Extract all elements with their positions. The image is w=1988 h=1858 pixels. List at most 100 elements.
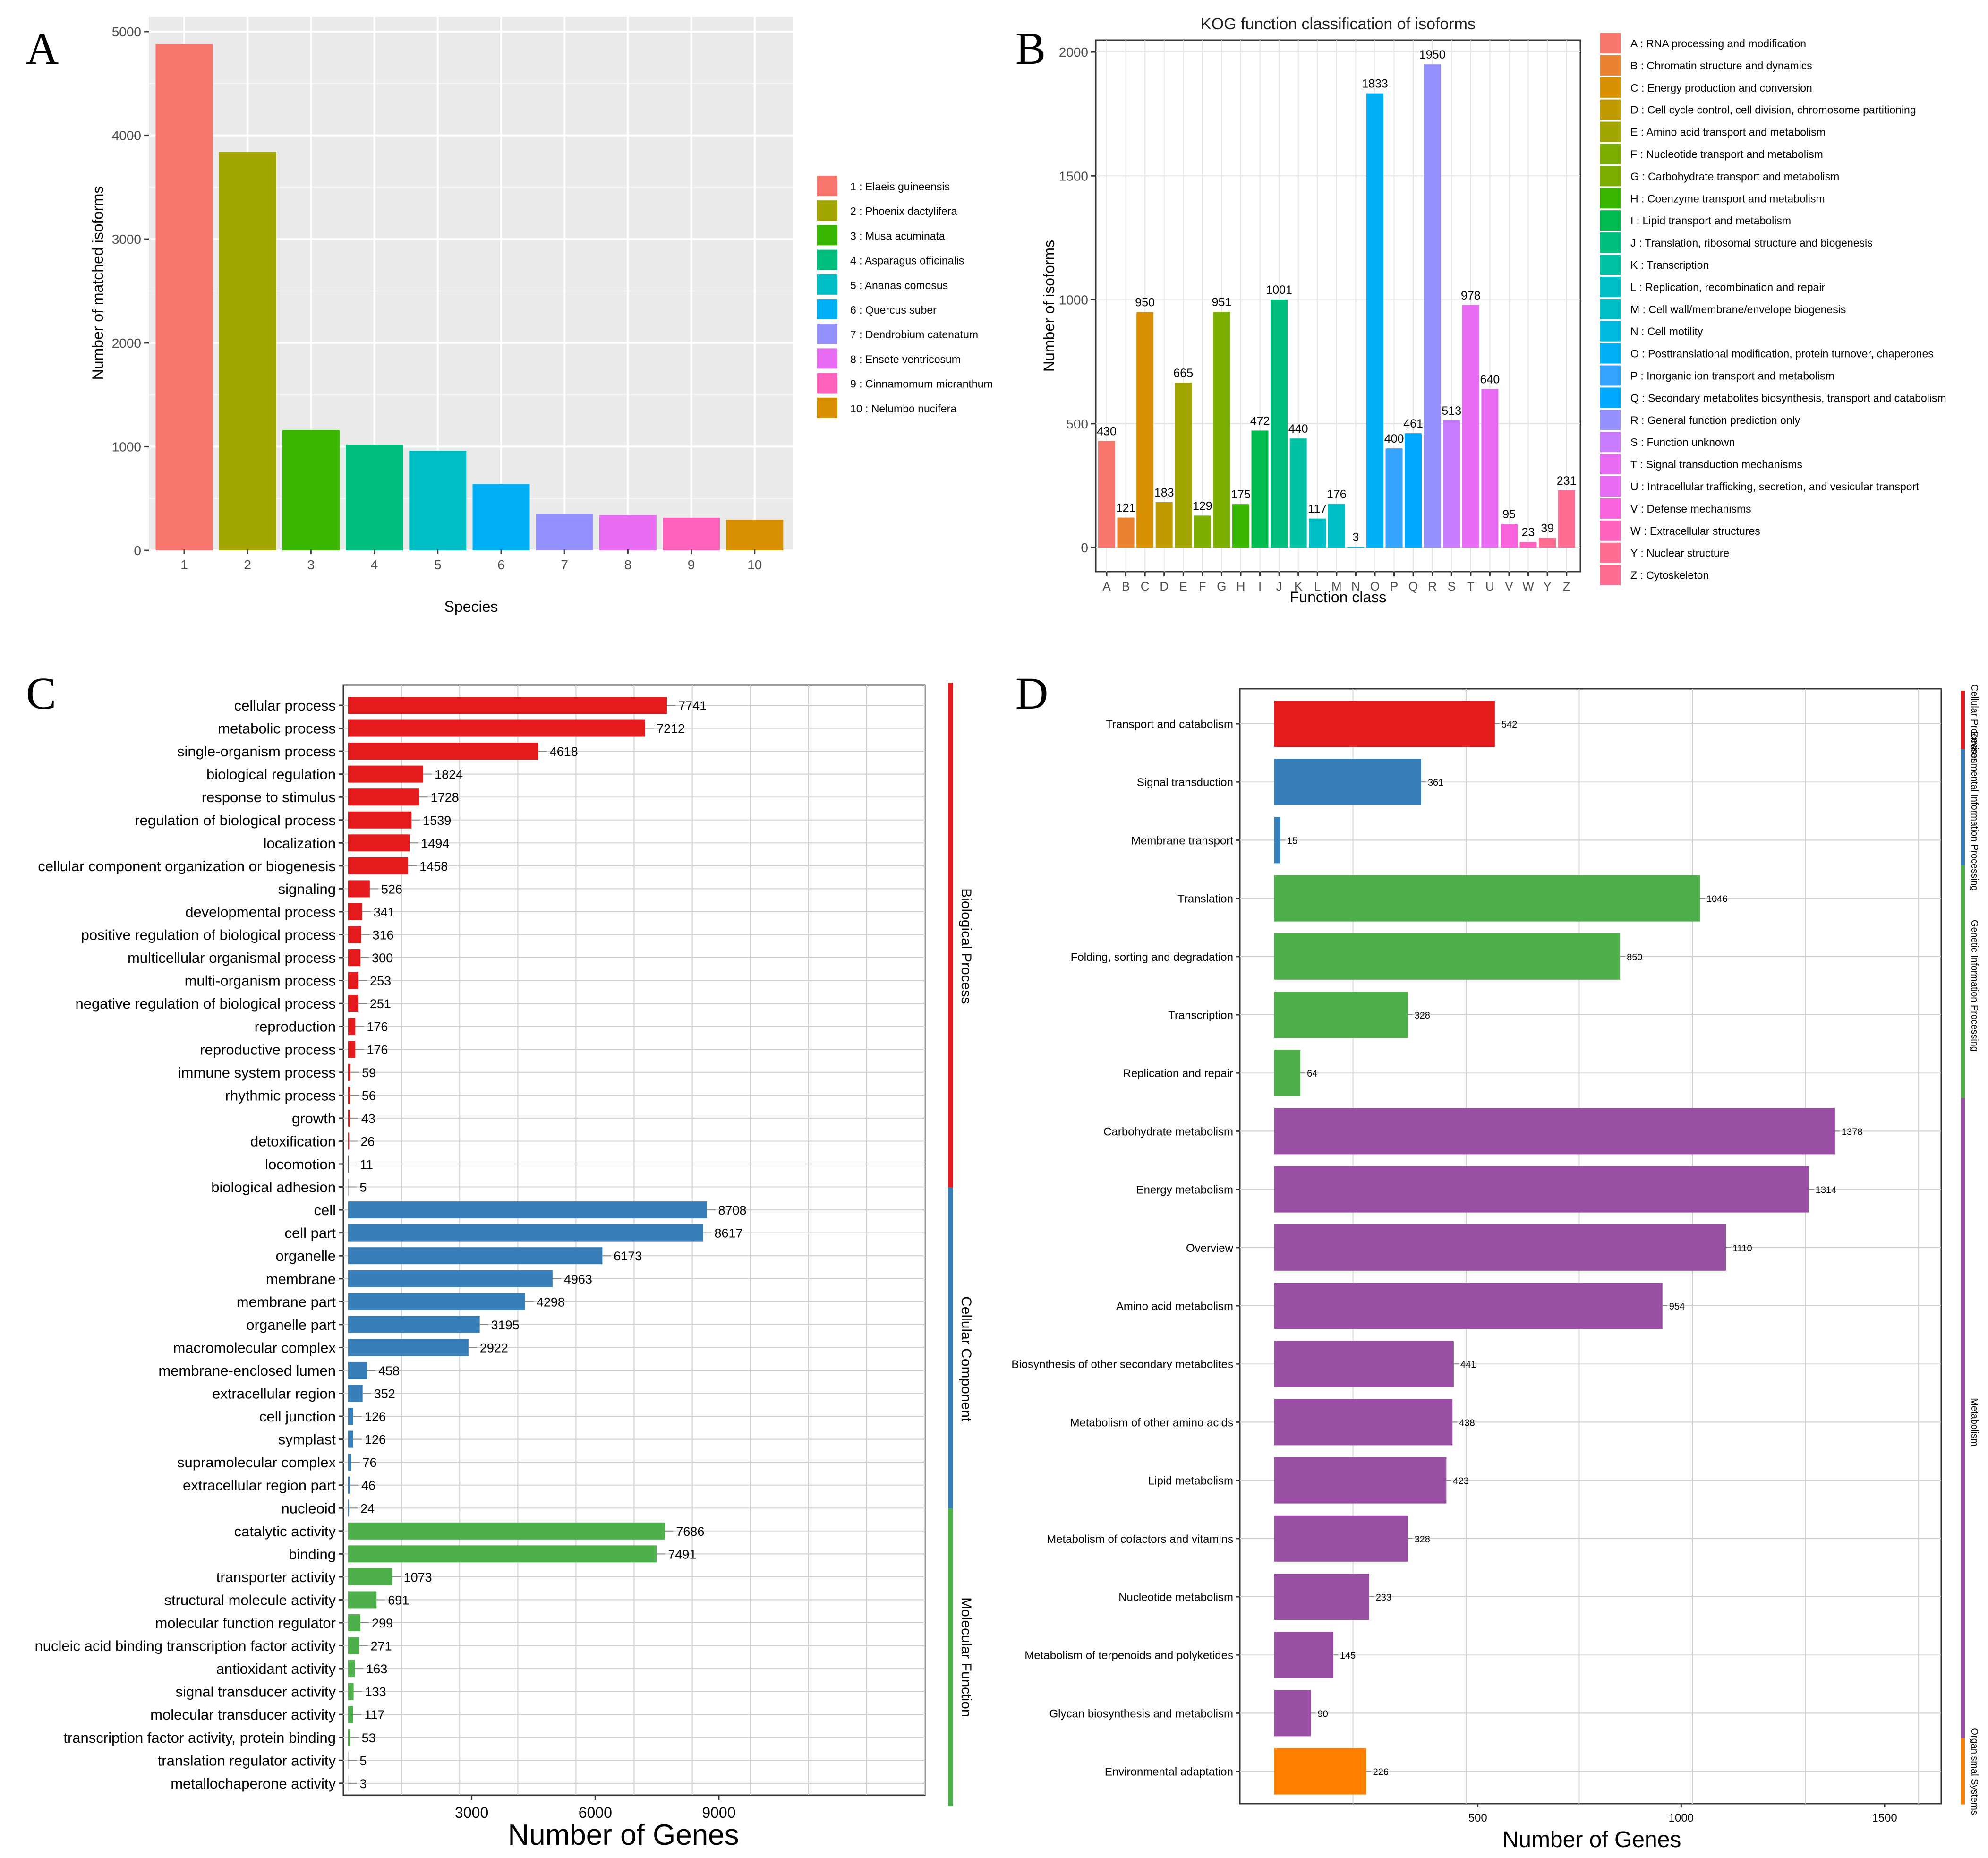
legend-swatch bbox=[1600, 255, 1621, 275]
data-label: 361 bbox=[1428, 778, 1443, 788]
bar bbox=[1213, 312, 1230, 548]
bar bbox=[1251, 430, 1269, 548]
data-label: 59 bbox=[362, 1066, 376, 1080]
y-axis-title: Number of matched isoforms bbox=[89, 186, 106, 380]
y-tick-label: Translation bbox=[1177, 893, 1233, 906]
group-label: Biological Process bbox=[958, 888, 974, 1004]
x-tick-label: K bbox=[1294, 579, 1303, 593]
y-tick-label: Overview bbox=[1186, 1242, 1234, 1255]
y-tick-label: binding bbox=[289, 1546, 336, 1562]
x-tick-label: 500 bbox=[1468, 1812, 1487, 1824]
data-label: 15 bbox=[1287, 836, 1297, 846]
data-label: 26 bbox=[360, 1134, 375, 1148]
y-tick-label: biological adhesion bbox=[211, 1179, 336, 1196]
data-label: 423 bbox=[1453, 1476, 1468, 1487]
x-tick-label: 6 bbox=[497, 557, 505, 572]
y-tick-label: Lipid metabolism bbox=[1148, 1475, 1233, 1488]
legend-label: E : Amino acid transport and metabolism bbox=[1630, 126, 1826, 138]
group-bar bbox=[948, 683, 953, 1210]
legend-swatch bbox=[817, 299, 837, 319]
legend-label: F : Nucleotide transport and metabolism bbox=[1630, 148, 1823, 161]
legend-swatch bbox=[817, 324, 837, 344]
legend-swatch bbox=[817, 397, 837, 418]
x-axis-title: Number of Genes bbox=[508, 1819, 739, 1851]
y-tick-label: 0 bbox=[134, 543, 141, 558]
data-label: 126 bbox=[365, 1410, 386, 1424]
legend-swatch bbox=[1600, 520, 1621, 541]
data-label: 1950 bbox=[1419, 48, 1446, 61]
y-tick-label: Glycan biosynthesis and metabolism bbox=[1049, 1707, 1233, 1720]
bar bbox=[348, 1408, 353, 1425]
legend-swatch bbox=[1600, 321, 1621, 342]
group-label: Genetic Information Processing bbox=[1969, 920, 1979, 1052]
bar bbox=[1519, 541, 1537, 548]
legend-swatch bbox=[1600, 276, 1621, 297]
data-label: 461 bbox=[1403, 417, 1423, 430]
legend-label: H : Coenzyme transport and metabolism bbox=[1630, 192, 1825, 205]
x-tick-label: Q bbox=[1408, 579, 1418, 593]
bar bbox=[1274, 1399, 1453, 1446]
group-label: Metabolism bbox=[1969, 1398, 1979, 1446]
bar bbox=[348, 1087, 350, 1104]
y-tick-label: metabolic process bbox=[218, 720, 336, 737]
bar bbox=[348, 1339, 469, 1356]
bar bbox=[1274, 1632, 1333, 1678]
legend-label: R : General function prediction only bbox=[1630, 414, 1800, 426]
bar bbox=[348, 834, 410, 852]
legend-swatch bbox=[817, 274, 837, 295]
legend-label: O : Posttranslational modification, prot… bbox=[1630, 348, 1934, 360]
bar bbox=[1098, 441, 1115, 548]
y-tick-label: Energy metabolism bbox=[1136, 1184, 1233, 1197]
y-tick-label: developmental process bbox=[185, 904, 336, 920]
data-label: 56 bbox=[362, 1088, 376, 1103]
legend-swatch bbox=[1600, 210, 1621, 231]
data-label: 1110 bbox=[1732, 1243, 1752, 1254]
data-label: 951 bbox=[1212, 296, 1232, 309]
data-label: 145 bbox=[1340, 1651, 1356, 1661]
legend-swatch bbox=[1600, 365, 1621, 386]
group-label: Organismal Systems bbox=[1969, 1728, 1979, 1815]
y-tick-label: 5000 bbox=[112, 25, 141, 39]
y-tick-label: growth bbox=[292, 1110, 336, 1127]
data-label: 1494 bbox=[421, 836, 449, 850]
legend-label: M : Cell wall/membrane/envelope biogenes… bbox=[1630, 303, 1846, 316]
legend-swatch bbox=[1600, 542, 1621, 563]
y-tick-label: Transcription bbox=[1168, 1009, 1233, 1022]
data-label: 299 bbox=[372, 1616, 393, 1630]
y-tick-label: rhythmic process bbox=[225, 1087, 336, 1104]
bar bbox=[348, 788, 419, 806]
group-label: Environmental Information Processing bbox=[1969, 731, 1979, 891]
bar bbox=[726, 520, 784, 550]
data-label: 4618 bbox=[550, 745, 578, 759]
x-tick-label: B bbox=[1122, 579, 1130, 593]
legend-label: Y : Nuclear structure bbox=[1630, 547, 1729, 559]
data-label: 11 bbox=[360, 1157, 373, 1172]
bar bbox=[348, 697, 667, 714]
bar bbox=[1347, 547, 1365, 548]
data-label: 226 bbox=[1373, 1767, 1389, 1778]
bar bbox=[155, 44, 213, 550]
y-tick-label: 4000 bbox=[112, 128, 141, 143]
data-label: 3195 bbox=[491, 1318, 520, 1332]
bar bbox=[1274, 701, 1495, 747]
bar bbox=[348, 1063, 351, 1081]
data-label: 4298 bbox=[537, 1295, 565, 1309]
x-tick-label: 1500 bbox=[1872, 1812, 1897, 1824]
y-tick-label: 1000 bbox=[1059, 293, 1088, 308]
y-tick-label: cell junction bbox=[259, 1408, 336, 1425]
legend-swatch bbox=[817, 176, 837, 196]
y-tick-label: positive regulation of biological proces… bbox=[81, 927, 336, 943]
bar bbox=[1274, 933, 1621, 980]
bar bbox=[1274, 1457, 1447, 1504]
x-tick-label: G bbox=[1217, 579, 1226, 593]
y-tick-label: Carbohydrate metabolism bbox=[1103, 1125, 1233, 1138]
x-tick-label: I bbox=[1258, 579, 1262, 593]
data-label: 665 bbox=[1173, 367, 1193, 380]
bar bbox=[348, 1293, 525, 1310]
data-label: 7741 bbox=[678, 699, 707, 713]
x-tick-label: P bbox=[1390, 579, 1398, 593]
group-label: Molecular Function bbox=[958, 1597, 974, 1717]
y-tick-label: Nucleotide metabolism bbox=[1118, 1591, 1233, 1604]
bar bbox=[346, 445, 403, 550]
data-label: 438 bbox=[1459, 1418, 1475, 1428]
